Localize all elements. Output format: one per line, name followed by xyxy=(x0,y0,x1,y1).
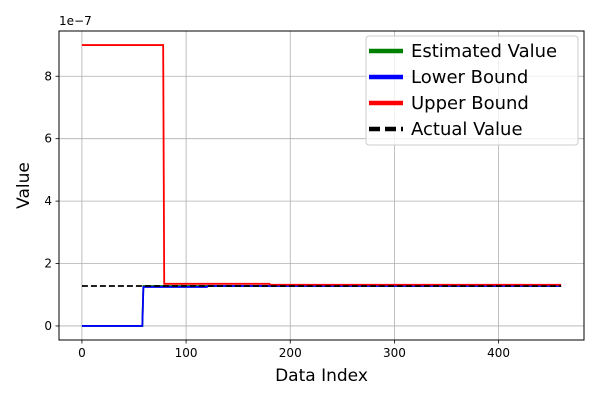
series-layer xyxy=(81,44,562,327)
y-tick-label: 2 xyxy=(44,257,52,271)
legend-label: Estimated Value xyxy=(411,41,557,62)
y-axis-title: Value xyxy=(14,162,34,209)
legend-label: Upper Bound xyxy=(411,93,529,114)
x-tick-label: 200 xyxy=(279,346,302,360)
x-tick-label: 300 xyxy=(383,346,406,360)
y-axis-offset-label: 1e−7 xyxy=(59,14,92,28)
plot-frame xyxy=(58,30,585,341)
axis-ticks: 0 100 200 300 400 0 2 4 6 8 xyxy=(44,69,510,360)
legend-label: Actual Value xyxy=(411,119,523,140)
y-tick-label: 8 xyxy=(44,69,52,83)
legend-label: Lower Bound xyxy=(411,67,528,88)
x-tick-label: 0 xyxy=(78,346,86,360)
y-tick-label: 0 xyxy=(44,319,52,333)
y-tick-label: 4 xyxy=(44,194,52,208)
series-line-estimated-value xyxy=(81,285,562,327)
y-tick-label: 6 xyxy=(44,132,52,146)
series-line-lower-bound xyxy=(81,285,562,327)
x-axis-title: Data Index xyxy=(275,366,368,386)
series-line-upper-bound xyxy=(81,44,562,286)
x-tick-label: 100 xyxy=(175,346,198,360)
legend-box xyxy=(365,35,579,146)
legend: Estimated Value Lower Bound Upper Bound Act… xyxy=(365,35,579,146)
x-tick-label: 400 xyxy=(487,346,510,360)
